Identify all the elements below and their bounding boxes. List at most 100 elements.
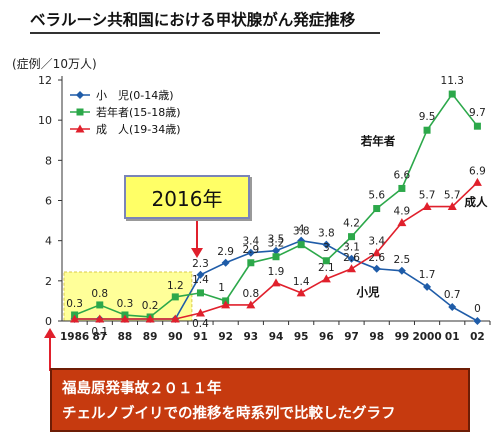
data-label-children: 3.5 [268,234,285,246]
data-label-adults: 4.9 [394,206,411,218]
data-point-adolescents [272,253,280,261]
legend-marker-adults [75,124,85,133]
y-tick-label: 8 [45,154,52,167]
data-label-adolescents: 5.6 [368,190,385,202]
data-label-adults: 2.6 [343,252,360,264]
x-tick-label: 93 [244,331,259,343]
data-point-children [347,254,356,263]
data-point-children [423,282,432,291]
data-point-adults [95,314,105,323]
data-point-adults [347,264,357,273]
legend-marker-children [76,91,84,99]
data-point-adolescents [297,241,305,249]
data-point-children [221,258,230,267]
adolescents-tag: 若年者 [361,134,396,148]
data-label-adolescents: 11.3 [441,75,464,87]
note-line-2: チェルノブイリでの推移を時系列で比較したグラフ [62,406,396,422]
data-label-adolescents: 3.2 [268,238,285,250]
callout-arrow-head [191,248,203,258]
x-tick-label: 99 [395,331,410,343]
x-tick-label: 89 [143,331,158,343]
adults-tag: 成人 [465,195,488,209]
data-label-adults: 0.1 [91,326,108,338]
data-point-adults [195,308,205,317]
y-tick-label: 0 [45,315,52,328]
data-point-children [473,317,482,325]
data-label-adolescents: 1 [218,282,225,294]
y-tick-label: 2 [45,275,52,288]
y-tick-label: 10 [38,114,52,127]
y-tick-label: 6 [45,195,52,208]
data-label-children: 3.8 [318,228,335,240]
data-label-adolescents: 3.8 [293,226,310,238]
legend-label-adults: 成 人(19-34歳) [96,123,181,136]
x-tick-label: 95 [294,331,309,343]
data-label-adults: 3.4 [368,236,385,248]
note-arrow-head [44,328,56,338]
legend-label-adolescents: 若年者(15-18歳) [96,105,181,119]
data-label-adults: 6.9 [469,165,486,177]
data-point-adults [271,278,281,287]
data-label-adults: 1.4 [293,276,310,288]
data-point-adults [170,314,180,323]
data-label-adolescents: 1.4 [192,274,209,286]
data-point-adolescents [322,257,330,265]
data-label-adolescents: 3 [323,242,330,254]
x-tick-label: 01 [445,331,460,343]
x-tick-label: 92 [218,331,233,343]
data-label-adolescents: 6.6 [394,169,411,181]
data-point-adults [372,248,382,257]
x-tick-label: 2000 [412,331,441,343]
data-label-adults: 0.8 [242,288,259,300]
data-label-children: 2.9 [217,246,234,258]
x-tick-label: 91 [193,331,208,343]
data-point-adults [321,274,331,283]
data-point-adolescents [373,205,381,213]
data-label-adolescents: 0.2 [142,300,159,312]
data-point-adolescents [96,301,104,309]
note-line-1: 福島原発事故２０１１年 [62,381,222,397]
legend-label-children: 小 児(0-14歳) [96,89,174,102]
data-point-adolescents [348,233,356,241]
data-label-children: 0.7 [444,289,461,301]
data-point-adults [221,300,231,309]
y-axis-unit-label: (症例／10万人) [12,57,97,71]
data-label-adults: 0.4 [192,318,209,330]
data-point-children [196,270,205,279]
data-label-adults: 2.1 [318,262,335,274]
data-point-adolescents [448,90,456,98]
data-label-adolescents: 0.3 [66,298,83,310]
data-label-adolescents: 0.3 [117,298,134,310]
data-label-children: 4 [298,224,305,236]
data-label-adolescents: 9.7 [469,107,486,119]
data-label-adolescents: 9.5 [419,111,436,123]
x-tick-label: 88 [118,331,133,343]
data-label-adults: 5.7 [419,190,436,202]
y-tick-label: 12 [38,74,52,87]
data-point-adults [447,202,457,211]
x-tick-label: 02 [470,331,485,343]
x-tick-label: 87 [92,331,107,343]
data-label-children: 0 [474,303,481,315]
data-point-children [322,240,331,249]
data-point-children [372,264,381,273]
data-label-adolescents: 1.2 [167,280,184,292]
data-label-children: 2.6 [368,252,385,264]
data-point-adolescents [398,184,406,192]
data-label-adults: 5.7 [444,190,461,202]
page-title: ベラルーシ共和国における甲状腺がん発症推移 [30,8,380,34]
data-point-adults [296,288,306,297]
data-label-children: 3.4 [242,236,259,248]
data-label-children: 1.7 [419,269,436,281]
x-tick-label: 90 [168,331,183,343]
data-label-adolescents: 2.9 [242,244,259,256]
data-point-adolescents [473,122,481,130]
x-tick-label: 96 [319,331,334,343]
data-point-children [397,266,406,275]
data-point-adolescents [247,259,255,267]
x-tick-label: 98 [369,331,384,343]
legend-marker-adolescents [76,108,84,116]
y-tick-label: 4 [45,235,52,248]
data-point-adults [246,300,256,309]
